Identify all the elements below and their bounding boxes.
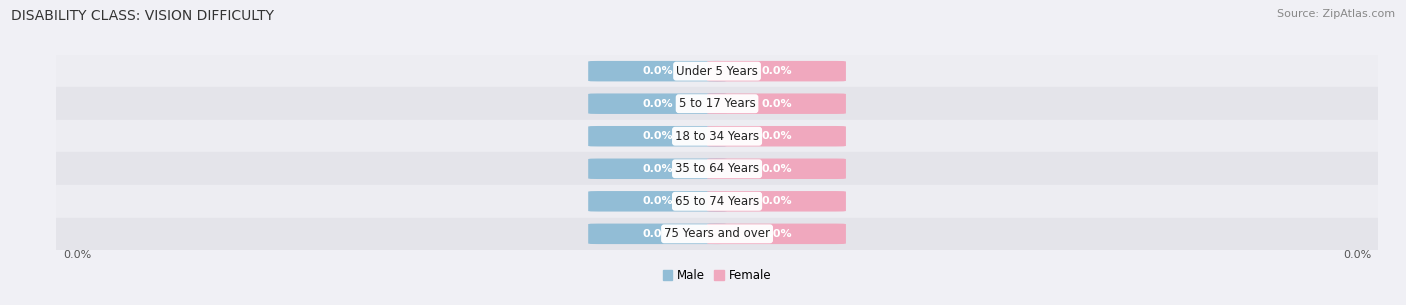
FancyBboxPatch shape xyxy=(707,159,846,179)
Text: 0.0%: 0.0% xyxy=(643,164,673,174)
FancyBboxPatch shape xyxy=(707,191,846,212)
FancyBboxPatch shape xyxy=(588,61,727,81)
Text: 18 to 34 Years: 18 to 34 Years xyxy=(675,130,759,143)
Text: 0.0%: 0.0% xyxy=(1343,250,1371,260)
Bar xyxy=(56,120,1378,152)
Bar xyxy=(56,55,1378,88)
Text: 0.0%: 0.0% xyxy=(643,99,673,109)
Text: Source: ZipAtlas.com: Source: ZipAtlas.com xyxy=(1277,9,1395,19)
FancyBboxPatch shape xyxy=(707,126,846,146)
Text: 0.0%: 0.0% xyxy=(643,66,673,76)
Text: 35 to 64 Years: 35 to 64 Years xyxy=(675,162,759,175)
FancyBboxPatch shape xyxy=(707,61,846,81)
Text: 0.0%: 0.0% xyxy=(761,229,792,239)
FancyBboxPatch shape xyxy=(588,191,727,212)
Bar xyxy=(56,185,1378,217)
Text: 0.0%: 0.0% xyxy=(761,131,792,141)
Text: 75 Years and over: 75 Years and over xyxy=(664,227,770,240)
Text: 0.0%: 0.0% xyxy=(761,66,792,76)
FancyBboxPatch shape xyxy=(588,224,727,244)
Text: 0.0%: 0.0% xyxy=(643,196,673,206)
FancyBboxPatch shape xyxy=(588,126,727,146)
Bar xyxy=(56,217,1378,250)
Text: Under 5 Years: Under 5 Years xyxy=(676,65,758,78)
Text: 0.0%: 0.0% xyxy=(643,131,673,141)
Bar xyxy=(56,88,1378,120)
Text: DISABILITY CLASS: VISION DIFFICULTY: DISABILITY CLASS: VISION DIFFICULTY xyxy=(11,9,274,23)
FancyBboxPatch shape xyxy=(588,159,727,179)
FancyBboxPatch shape xyxy=(588,93,727,114)
Text: 65 to 74 Years: 65 to 74 Years xyxy=(675,195,759,208)
Legend: Male, Female: Male, Female xyxy=(658,265,776,287)
FancyBboxPatch shape xyxy=(707,93,846,114)
Text: 0.0%: 0.0% xyxy=(63,250,91,260)
Text: 0.0%: 0.0% xyxy=(761,196,792,206)
Text: 5 to 17 Years: 5 to 17 Years xyxy=(679,97,755,110)
Text: 0.0%: 0.0% xyxy=(761,164,792,174)
Text: 0.0%: 0.0% xyxy=(761,99,792,109)
FancyBboxPatch shape xyxy=(707,224,846,244)
Bar xyxy=(56,152,1378,185)
Text: 0.0%: 0.0% xyxy=(643,229,673,239)
